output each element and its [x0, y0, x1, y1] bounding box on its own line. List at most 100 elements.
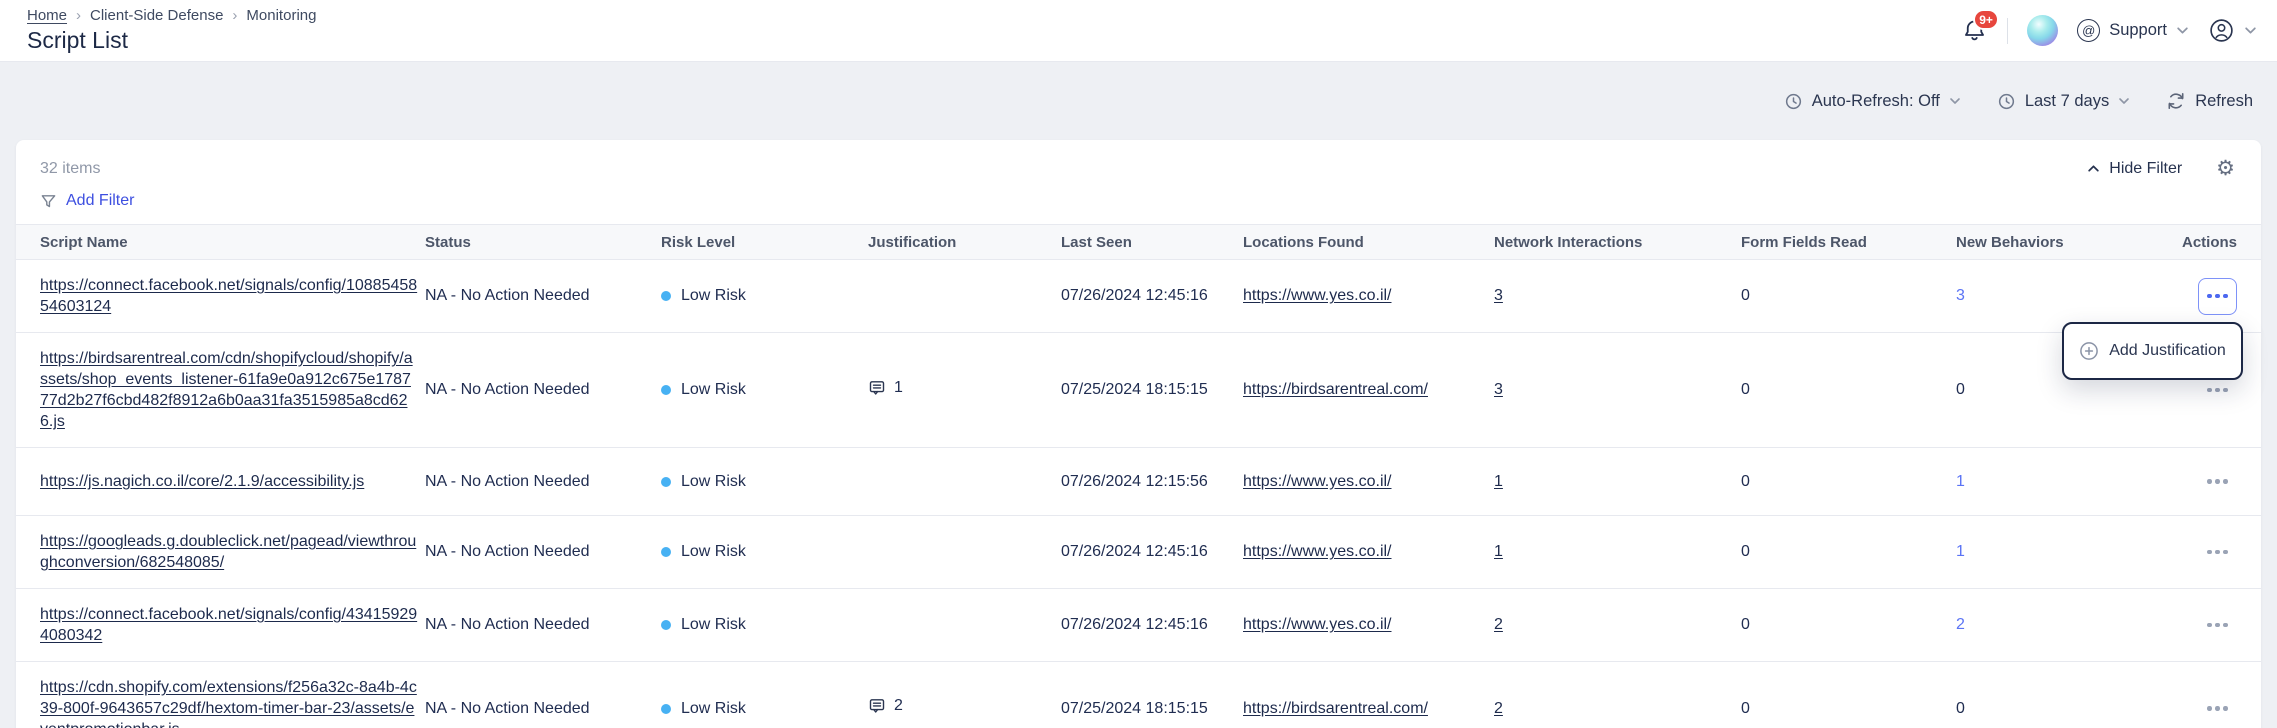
- column-header-script-name[interactable]: Script Name: [40, 233, 128, 251]
- column-header-risk-level[interactable]: Risk Level: [661, 233, 736, 251]
- network-interactions-link[interactable]: 3: [1494, 287, 1503, 304]
- new-behaviors-count[interactable]: 1: [1956, 543, 1965, 560]
- breadcrumb-home-link[interactable]: Home: [27, 7, 68, 24]
- new-behaviors-cell: 3: [1956, 286, 2178, 306]
- auto-refresh-dropdown[interactable]: Auto-Refresh: Off: [1784, 92, 1961, 111]
- row-actions-button[interactable]: [2198, 372, 2237, 409]
- actions-cell: [2178, 534, 2237, 571]
- network-interactions-link[interactable]: 1: [1494, 472, 1503, 490]
- network-interactions-link[interactable]: 1: [1494, 543, 1503, 560]
- notifications-button[interactable]: 9+: [1961, 9, 1999, 44]
- row-actions-menu: Add Justification: [2062, 322, 2243, 380]
- add-justification-menu-item[interactable]: Add Justification: [2079, 341, 2226, 361]
- script-name-link[interactable]: https://googleads.g.doubleclick.net/page…: [40, 533, 417, 571]
- column-header-last-seen[interactable]: Last Seen: [1061, 233, 1132, 251]
- breadcrumb-current: Monitoring: [246, 7, 317, 24]
- script-name-cell: https://connect.facebook.net/signals/con…: [40, 604, 425, 646]
- risk-low-dot-icon: [661, 291, 671, 301]
- column-header-locations-found[interactable]: Locations Found: [1243, 233, 1364, 251]
- row-actions-button[interactable]: [2198, 277, 2237, 315]
- time-range-dropdown[interactable]: Last 7 days: [1997, 92, 2130, 111]
- support-menu-button[interactable]: @ Support: [2077, 19, 2189, 42]
- hide-filter-button[interactable]: Hide Filter: [2087, 160, 2182, 178]
- location-cell: https://birdsarentreal.com/: [1243, 699, 1494, 719]
- chevron-down-icon: [2244, 26, 2257, 35]
- topbar-divider: [2007, 17, 2009, 44]
- script-name-link[interactable]: https://birdsarentreal.com/cdn/shopifycl…: [40, 350, 413, 430]
- justification-cell: 1: [868, 378, 1061, 403]
- script-name-link[interactable]: https://js.nagich.co.il/core/2.1.9/acces…: [40, 473, 365, 490]
- brand-logo: [2027, 15, 2059, 46]
- settings-gear-icon[interactable]: ⚙: [2216, 157, 2235, 180]
- column-header-status[interactable]: Status: [425, 233, 471, 251]
- table-row: https://googleads.g.doubleclick.net/page…: [16, 516, 2261, 589]
- actions-cell: [2178, 277, 2237, 315]
- risk-level-cell: Low Risk: [661, 472, 868, 492]
- new-behaviors-count[interactable]: 3: [1956, 287, 1965, 304]
- auto-refresh-label: Auto-Refresh: Off: [1811, 91, 1940, 110]
- script-name-link[interactable]: https://connect.facebook.net/signals/con…: [40, 277, 418, 315]
- justification-badge[interactable]: 2: [868, 696, 903, 716]
- column-header-new-behaviors[interactable]: New Behaviors: [1956, 233, 2064, 251]
- last-seen-cell: 07/25/2024 18:15:15: [1061, 699, 1208, 717]
- table-header-row: Script Name Status Risk Level Justificat…: [16, 224, 2261, 260]
- location-link[interactable]: https://www.yes.co.il/: [1243, 472, 1392, 490]
- justification-badge[interactable]: 1: [868, 378, 903, 398]
- actions-cell: [2178, 372, 2237, 409]
- script-name-cell: https://cdn.shopify.com/extensions/f256a…: [40, 677, 425, 728]
- filter-funnel-icon: [40, 193, 57, 210]
- card-header-right: Hide Filter ⚙: [2087, 158, 2235, 179]
- script-name-cell: https://connect.facebook.net/signals/con…: [40, 275, 425, 317]
- row-actions-button[interactable]: [2198, 463, 2237, 500]
- risk-low-dot-icon: [661, 620, 671, 630]
- chevron-up-icon: [2087, 164, 2100, 173]
- chevron-down-icon: [1949, 97, 1961, 105]
- form-fields-read-cell: 0: [1741, 287, 1750, 304]
- user-menu-button[interactable]: [2208, 17, 2257, 44]
- script-name-cell: https://googleads.g.doubleclick.net/page…: [40, 531, 425, 573]
- table-row: https://connect.facebook.net/signals/con…: [16, 589, 2261, 662]
- support-at-icon: @: [2077, 19, 2101, 42]
- column-header-form-fields-read[interactable]: Form Fields Read: [1741, 233, 1867, 251]
- row-actions-button[interactable]: [2198, 690, 2237, 727]
- add-filter-button[interactable]: Add Filter: [40, 192, 134, 210]
- new-behaviors-cell: 1: [1956, 542, 2178, 562]
- location-link[interactable]: https://www.yes.co.il/: [1243, 616, 1392, 633]
- script-name-cell: https://birdsarentreal.com/cdn/shopifycl…: [40, 348, 425, 432]
- new-behaviors-count[interactable]: 1: [1956, 472, 1965, 490]
- card-header: 32 items Hide Filter ⚙: [16, 140, 2261, 179]
- breadcrumb-item-client-side-defense[interactable]: Client-Side Defense: [90, 7, 224, 24]
- column-header-actions: Actions: [2181, 233, 2237, 251]
- table-row: https://cdn.shopify.com/extensions/f256a…: [16, 662, 2261, 728]
- script-name-link[interactable]: https://connect.facebook.net/signals/con…: [40, 606, 418, 644]
- add-filter-label: Add Filter: [66, 192, 135, 209]
- status-cell: NA - No Action Needed: [425, 381, 590, 398]
- new-behaviors-count[interactable]: 0: [1956, 381, 1965, 398]
- column-header-network-interactions[interactable]: Network Interactions: [1494, 233, 1643, 251]
- network-interactions-link[interactable]: 2: [1494, 699, 1503, 717]
- justification-comment-icon: [868, 697, 886, 715]
- column-header-justification[interactable]: Justification: [868, 233, 957, 251]
- justification-comment-icon: [868, 379, 886, 397]
- risk-low-dot-icon: [661, 547, 671, 557]
- refresh-button[interactable]: Refresh: [2166, 91, 2253, 111]
- row-actions-button[interactable]: [2198, 534, 2237, 571]
- actions-cell: [2178, 607, 2237, 644]
- location-link[interactable]: https://www.yes.co.il/: [1243, 287, 1392, 304]
- new-behaviors-count[interactable]: 0: [1956, 699, 1965, 717]
- location-link[interactable]: https://www.yes.co.il/: [1243, 543, 1392, 560]
- new-behaviors-cell: 2: [1956, 615, 2178, 635]
- location-link[interactable]: https://birdsarentreal.com/: [1243, 381, 1428, 398]
- script-name-link[interactable]: https://cdn.shopify.com/extensions/f256a…: [40, 679, 417, 728]
- new-behaviors-cell: 1: [1956, 472, 2178, 492]
- location-link[interactable]: https://birdsarentreal.com/: [1243, 699, 1428, 717]
- risk-level-label: Low Risk: [681, 472, 746, 490]
- new-behaviors-count[interactable]: 2: [1956, 616, 1965, 633]
- network-interactions-link[interactable]: 3: [1494, 381, 1503, 398]
- topbar-right: 9+ @ Support: [1961, 9, 2257, 46]
- network-interactions-link[interactable]: 2: [1494, 616, 1503, 633]
- risk-level-label: Low Risk: [681, 543, 746, 560]
- row-actions-button[interactable]: [2198, 607, 2237, 644]
- risk-low-dot-icon: [661, 385, 671, 395]
- time-range-label: Last 7 days: [2024, 91, 2110, 110]
